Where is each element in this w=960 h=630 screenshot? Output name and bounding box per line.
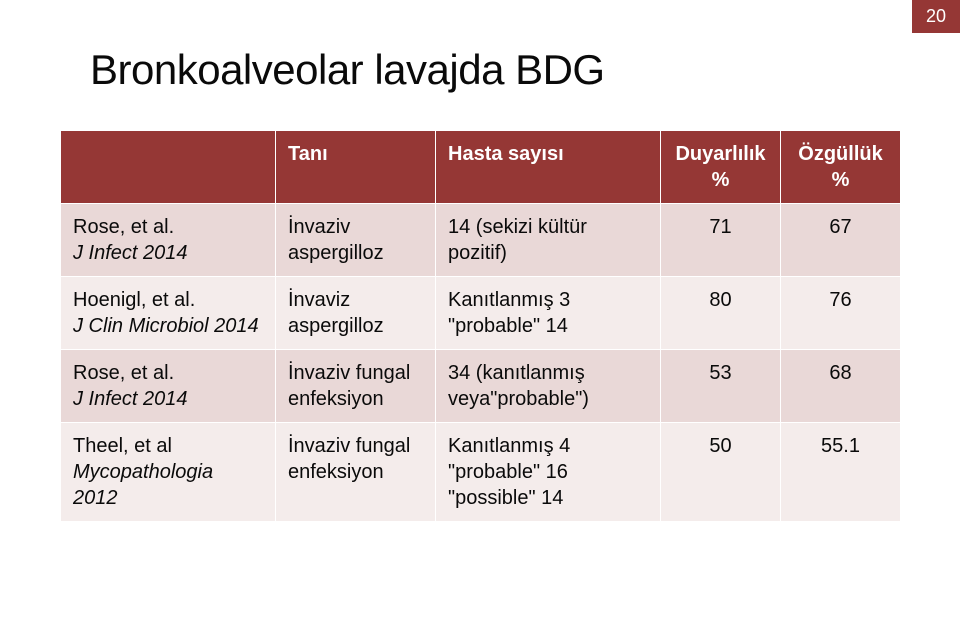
cell-hasta: Kanıtlanmış 3 "probable" 14 — [436, 277, 661, 350]
ref-author: Rose, et al. — [73, 216, 174, 238]
cell-tani: İnvaziv fungal enfeksiyon — [276, 423, 436, 522]
col-header-tani: Tanı — [276, 131, 436, 204]
cell-tani: İnvaziv aspergilloz — [276, 204, 436, 277]
col-header-ozgulluk: Özgüllük % — [781, 131, 901, 204]
cell-ref: Rose, et al. J Infect 2014 — [61, 350, 276, 423]
cell-ozgulluk: 67 — [781, 204, 901, 277]
ref-source: J Clin Microbiol 2014 — [73, 315, 259, 337]
page-number-badge: 20 — [912, 0, 960, 33]
cell-ozgulluk: 68 — [781, 350, 901, 423]
ref-source: J Infect 2014 — [73, 242, 188, 264]
cell-duyarlilik: 50 — [661, 423, 781, 522]
table-header-row: Tanı Hasta sayısı Duyarlılık % Özgüllük … — [61, 131, 901, 204]
col-header-duyarlilik: Duyarlılık % — [661, 131, 781, 204]
col-header-hasta: Hasta sayısı — [436, 131, 661, 204]
cell-duyarlilik: 80 — [661, 277, 781, 350]
ref-author: Rose, et al. — [73, 362, 174, 384]
page-title: Bronkoalveolar lavajda BDG — [90, 46, 605, 94]
bdg-table: Tanı Hasta sayısı Duyarlılık % Özgüllük … — [60, 130, 901, 522]
cell-hasta: Kanıtlanmış 4 "probable" 16 "possible" 1… — [436, 423, 661, 522]
ref-author: Theel, et al — [73, 435, 172, 457]
cell-ref: Hoenigl, et al. J Clin Microbiol 2014 — [61, 277, 276, 350]
cell-ozgulluk: 76 — [781, 277, 901, 350]
ref-author: Hoenigl, et al. — [73, 289, 195, 311]
ref-source: Mycopathologia 2012 — [73, 461, 213, 509]
cell-ref: Theel, et al Mycopathologia 2012 — [61, 423, 276, 522]
table-row: Rose, et al. J Infect 2014 İnvaziv funga… — [61, 350, 901, 423]
cell-hasta: 14 (sekizi kültür pozitif) — [436, 204, 661, 277]
cell-ref: Rose, et al. J Infect 2014 — [61, 204, 276, 277]
cell-tani: İnvaviz aspergilloz — [276, 277, 436, 350]
cell-duyarlilik: 53 — [661, 350, 781, 423]
cell-ozgulluk: 55.1 — [781, 423, 901, 522]
table-row: Rose, et al. J Infect 2014 İnvaziv asper… — [61, 204, 901, 277]
col-header-ref — [61, 131, 276, 204]
cell-tani: İnvaziv fungal enfeksiyon — [276, 350, 436, 423]
cell-hasta: 34 (kanıtlanmış veya"probable") — [436, 350, 661, 423]
table-row: Hoenigl, et al. J Clin Microbiol 2014 İn… — [61, 277, 901, 350]
cell-duyarlilik: 71 — [661, 204, 781, 277]
table-row: Theel, et al Mycopathologia 2012 İnvaziv… — [61, 423, 901, 522]
ref-source: J Infect 2014 — [73, 388, 188, 410]
